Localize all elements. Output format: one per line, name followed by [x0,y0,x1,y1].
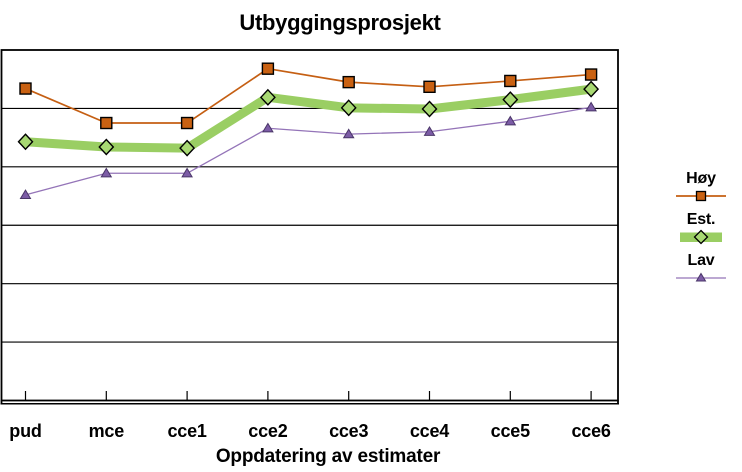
plot-border [0,49,619,402]
chart-title: Utbyggingsprosjekt [239,10,441,35]
marker-lav [585,101,597,112]
marker-est [179,139,196,157]
legend-label-est: Est. [686,211,716,228]
marker-est [583,80,600,98]
x-label-cce4: cce4 [409,421,450,441]
legend-entry-lav: Lav [674,252,728,286]
marker-lav [262,122,274,133]
marker-est [259,88,276,106]
x-axis-title: Oppdatering av estimater [215,446,441,467]
legend: Høy Est. Lav [674,170,728,293]
marker-lav [181,167,193,178]
x-label-cce1: cce1 [167,421,207,441]
marker-lav [504,115,517,126]
marker-lav [100,167,113,178]
legend-entry-est: Est. [674,211,728,245]
marker-lav [342,128,355,139]
x-label-mce: mce [88,421,125,441]
marker-hoy [584,68,598,81]
marker-est [340,99,357,117]
x-label-cce3: cce3 [329,421,369,441]
marker-est [17,133,34,151]
marker-hoy [19,82,32,95]
marker-hoy [100,116,113,130]
est-legend-marker-icon [680,229,722,245]
marker-hoy [423,80,436,94]
hoy-legend-marker-icon [676,190,726,202]
series-line-lav [25,106,592,196]
lav-legend-marker-icon [676,272,726,282]
legend-label-hoy: Høy [686,170,716,187]
marker-lav [423,126,436,136]
marker-est [421,100,438,118]
series-line-hoy [25,67,592,124]
legend-label-lav: Lav [687,252,715,269]
marker-lav [19,189,32,199]
x-label-cce5: cce5 [490,421,530,441]
marker-hoy [261,62,275,75]
marker-hoy [504,74,517,88]
x-label-cce2: cce2 [248,421,288,441]
marker-est [98,138,115,156]
marker-hoy [180,116,194,130]
marker-hoy [342,75,355,89]
marker-est [502,91,519,109]
legend-entry-hoy: Høy [674,170,728,204]
series-line-est [25,84,592,153]
x-label-pud: pud [9,421,42,441]
x-label-cce6: cce6 [571,421,611,441]
